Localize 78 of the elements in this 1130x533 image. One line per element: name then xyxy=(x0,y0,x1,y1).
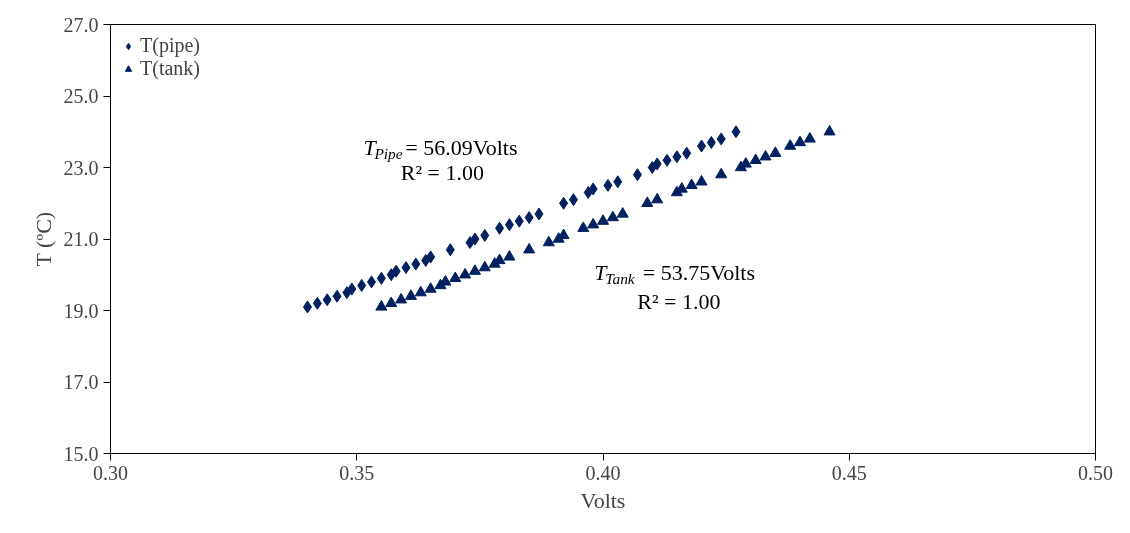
point xyxy=(376,271,386,285)
point xyxy=(715,167,728,179)
point xyxy=(641,196,654,207)
point xyxy=(523,242,536,254)
point xyxy=(559,196,569,210)
point xyxy=(606,210,619,222)
point xyxy=(468,264,481,275)
legend-label: T(tank) xyxy=(140,57,200,80)
point xyxy=(503,250,516,261)
point xyxy=(347,282,357,296)
x-tick-label: 0.35 xyxy=(339,461,375,484)
point xyxy=(672,150,682,164)
point xyxy=(632,168,642,182)
y-tick-label: 27.0 xyxy=(63,13,99,36)
y-tick-label: 21.0 xyxy=(63,228,99,250)
point xyxy=(749,153,762,165)
point xyxy=(524,211,534,225)
point xyxy=(769,146,782,157)
point xyxy=(542,235,555,247)
annotation: R² = 1.00 xyxy=(400,160,485,186)
y-tick-label: 23.0 xyxy=(63,156,99,179)
point xyxy=(312,296,322,310)
point xyxy=(682,146,692,160)
point xyxy=(823,124,836,136)
point xyxy=(391,264,401,278)
point xyxy=(426,250,436,264)
point xyxy=(395,292,408,304)
point xyxy=(603,178,613,192)
x-tick-label: 0.40 xyxy=(585,461,621,484)
point xyxy=(367,275,377,289)
y-axis-title: T (ºC) xyxy=(30,211,56,267)
point xyxy=(332,289,342,303)
point xyxy=(445,243,455,257)
point xyxy=(731,125,741,139)
point xyxy=(685,178,698,190)
point xyxy=(414,285,427,297)
point xyxy=(794,135,806,147)
point xyxy=(577,221,590,232)
y-tick-label: 19.0 xyxy=(63,299,99,322)
point xyxy=(587,217,600,229)
x-tick-label: 0.50 xyxy=(1078,461,1113,484)
point xyxy=(534,207,544,221)
legend-label: T(pipe) xyxy=(140,34,200,57)
point xyxy=(759,149,772,161)
point xyxy=(803,132,816,143)
point xyxy=(652,157,662,171)
point xyxy=(495,221,505,235)
point xyxy=(613,175,623,189)
point xyxy=(478,260,491,272)
point xyxy=(662,153,672,167)
x-tick-label: 0.45 xyxy=(831,461,867,484)
point xyxy=(597,214,609,225)
point xyxy=(706,135,716,149)
point xyxy=(375,300,388,311)
annotation: R² = 1.00 xyxy=(637,289,721,315)
point xyxy=(716,132,726,146)
point xyxy=(470,232,480,246)
y-tick-label: 25.0 xyxy=(63,85,99,107)
point xyxy=(401,261,411,275)
point xyxy=(480,228,490,242)
point xyxy=(695,174,708,186)
y-tick-label: 17.0 xyxy=(63,371,99,393)
point xyxy=(616,207,629,218)
point xyxy=(651,192,664,204)
point xyxy=(357,278,367,292)
point xyxy=(411,257,421,271)
point xyxy=(322,293,332,307)
point xyxy=(424,282,437,293)
x-axis-title: Volts xyxy=(580,487,626,513)
point xyxy=(404,289,417,300)
point xyxy=(568,193,578,207)
point xyxy=(588,182,598,196)
point xyxy=(504,218,514,232)
point xyxy=(385,296,398,308)
point xyxy=(784,139,797,150)
point xyxy=(459,267,472,279)
point xyxy=(514,214,524,228)
point xyxy=(449,271,462,282)
